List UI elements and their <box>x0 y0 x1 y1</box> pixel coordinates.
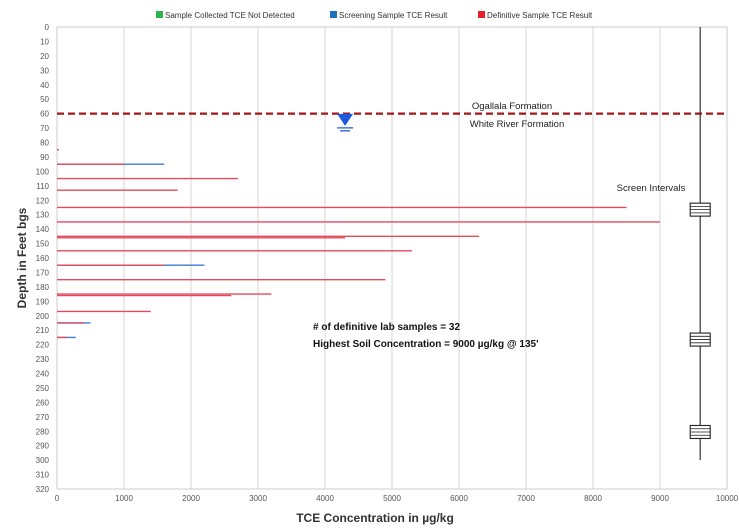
y-tick-label: 60 <box>40 110 49 119</box>
water-table-symbol <box>337 113 354 132</box>
y-tick-label: 110 <box>36 182 49 191</box>
y-tick-label: 260 <box>36 398 50 407</box>
y-tick-label: 70 <box>40 124 49 133</box>
y-tick-label: 290 <box>36 442 50 451</box>
y-tick-label: 10 <box>40 37 49 46</box>
y-tick-label: 90 <box>40 153 49 162</box>
y-tick-label: 210 <box>36 326 50 335</box>
x-tick-label: 1000 <box>115 494 133 503</box>
sample-count-annotation: # of definitive lab samples = 32 <box>313 322 460 333</box>
x-tick-label: 10000 <box>716 494 739 503</box>
x-axis-title: TCE Concentration in µg/kg <box>296 511 454 525</box>
legend-label: Definitive Sample TCE Result <box>487 11 593 20</box>
legend-label: Screening Sample TCE Result <box>339 11 448 20</box>
y-tick-label: 80 <box>40 139 49 148</box>
vertical-gridlines <box>123 27 661 489</box>
y-tick-label: 250 <box>36 384 50 393</box>
y-tick-label: 220 <box>36 341 50 350</box>
formation-boundary: Ogallala Formation White River Formation <box>57 101 727 130</box>
y-tick-label: 20 <box>40 52 49 61</box>
legend: Sample Collected TCE Not Detected Screeni… <box>156 11 593 20</box>
y-tick-label: 240 <box>36 370 50 379</box>
x-tick-label: 5000 <box>383 494 401 503</box>
legend-swatch <box>330 11 337 18</box>
y-tick-label: 200 <box>36 312 50 321</box>
x-tick-label: 0 <box>55 494 60 503</box>
plot-area <box>56 26 728 490</box>
monitoring-well: Screen Intervals <box>617 27 711 461</box>
y-tick-label: 120 <box>36 196 50 205</box>
y-tick-label: 160 <box>36 254 50 263</box>
y-tick-label: 40 <box>40 81 49 90</box>
highest-concentration-annotation: Highest Soil Concentration = 9000 µg/kg … <box>313 339 538 350</box>
ogallala-formation-label: Ogallala Formation <box>472 101 552 112</box>
y-tick-label: 170 <box>36 268 50 277</box>
y-tick-label: 140 <box>36 225 50 234</box>
x-tick-label: 6000 <box>450 494 468 503</box>
y-tick-label: 190 <box>36 297 50 306</box>
x-tick-label: 7000 <box>517 494 535 503</box>
y-tick-label: 30 <box>40 66 49 75</box>
water-table-triangle <box>337 113 354 126</box>
legend-label: Sample Collected TCE Not Detected <box>165 11 295 20</box>
white-river-formation-label: White River Formation <box>470 119 565 130</box>
legend-swatch <box>478 11 485 18</box>
concentration-bars <box>57 149 660 339</box>
y-tick-label: 180 <box>36 283 50 292</box>
x-tick-label: 4000 <box>316 494 334 503</box>
y-tick-label: 230 <box>36 355 50 364</box>
y-tick-label: 300 <box>36 456 50 465</box>
y-axis-ticks: 0 10 20 30 40 50 60 70 80 90 100 110 120 130 140 150 160… <box>36 23 50 494</box>
legend-swatch <box>156 11 163 18</box>
y-tick-label: 100 <box>36 167 50 176</box>
x-tick-label: 9000 <box>651 494 669 503</box>
y-tick-label: 150 <box>36 240 50 249</box>
y-tick-label: 320 <box>36 485 50 494</box>
y-tick-label: 280 <box>36 427 50 436</box>
x-tick-label: 3000 <box>249 494 267 503</box>
x-tick-label: 8000 <box>584 494 602 503</box>
x-axis-ticks: 0 1000 2000 3000 4000 5000 6000 7000 8000 9000 100… <box>55 494 739 503</box>
x-tick-label: 2000 <box>182 494 200 503</box>
y-tick-label: 0 <box>45 23 50 32</box>
y-tick-label: 310 <box>36 471 50 480</box>
y-tick-label: 270 <box>36 413 50 422</box>
y-tick-label: 50 <box>40 95 49 104</box>
y-tick-label: 130 <box>36 211 50 220</box>
y-axis-title: Depth in Feet bgs <box>15 207 29 308</box>
screen-intervals-label: Screen Intervals <box>617 183 686 194</box>
